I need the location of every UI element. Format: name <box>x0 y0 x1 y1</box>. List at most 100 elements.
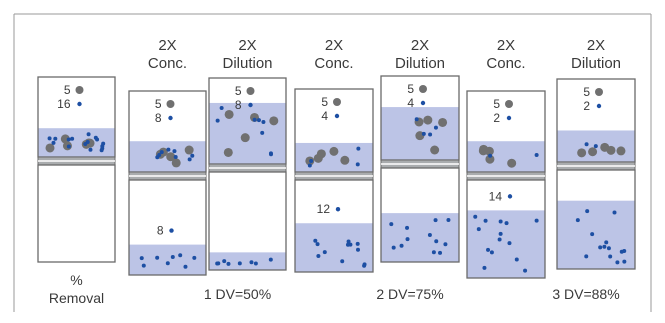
blue-particle <box>362 263 367 268</box>
blue-particle <box>433 125 438 130</box>
count-blue-marker <box>596 103 602 109</box>
top-liquid <box>467 141 545 172</box>
blue-particle <box>602 244 607 249</box>
blue-particle <box>405 237 410 242</box>
dv-label: 3 DV=88% <box>552 286 619 302</box>
blue-particle <box>256 118 261 123</box>
blue-particle <box>476 227 481 232</box>
blue-particle <box>187 157 192 162</box>
blue-particle <box>141 263 146 268</box>
blue-particle <box>66 144 71 149</box>
count-blue-marker <box>334 113 340 119</box>
count-gray-marker <box>595 88 603 96</box>
top-blue-count: 8 <box>155 111 162 125</box>
blue-particle <box>313 238 318 243</box>
bottom-count-marker <box>169 228 174 233</box>
blue-particle <box>405 225 410 230</box>
bottom-chamber <box>37 164 116 263</box>
blue-particle <box>421 131 426 136</box>
blue-particle <box>612 210 617 215</box>
blue-particle <box>585 209 590 214</box>
blue-particle <box>95 137 100 142</box>
count-blue-marker <box>168 115 173 121</box>
blue-particle <box>498 231 503 236</box>
blue-particle <box>86 132 91 137</box>
bottom-chamber <box>208 171 287 271</box>
blue-particle <box>534 153 539 158</box>
blue-particle <box>345 242 350 247</box>
count-blue-marker <box>248 102 253 108</box>
gray-particle <box>45 143 55 153</box>
bottom-blue-count: 12 <box>317 202 331 216</box>
top-gray-count: 5 <box>235 84 242 98</box>
blue-particle <box>155 155 160 160</box>
blue-particle <box>507 241 512 246</box>
column-header-line2: Dilution <box>222 55 272 72</box>
blue-particle <box>482 265 487 270</box>
count-gray-marker <box>333 98 341 106</box>
gray-particle <box>329 146 339 156</box>
column-header-line1: 2X <box>158 37 176 54</box>
top-blue-count: 2 <box>583 99 590 113</box>
blue-particle <box>356 146 361 151</box>
blue-particle <box>51 140 56 145</box>
removal-label: Removal <box>49 290 104 306</box>
top-blue-count: 16 <box>57 97 71 111</box>
gray-particle <box>588 147 598 157</box>
blue-particle <box>606 246 611 251</box>
blue-particle <box>268 257 273 262</box>
blue-particle <box>307 163 312 168</box>
bottom-blue-count: 14 <box>489 189 503 203</box>
gray-particle <box>269 116 279 126</box>
blue-particle <box>315 242 320 247</box>
blue-particle <box>414 117 419 122</box>
blue-particle <box>590 232 595 237</box>
blue-particle <box>427 232 432 237</box>
blue-particle <box>253 261 258 266</box>
blue-particle <box>433 218 438 223</box>
column-1: 516% Removal <box>37 76 116 306</box>
bottom-count-marker <box>335 207 341 212</box>
blue-particle <box>88 147 93 152</box>
gray-particle <box>223 147 233 157</box>
blue-particle <box>497 237 502 242</box>
blue-particle <box>173 154 178 159</box>
blue-particle <box>190 153 195 158</box>
percent-label: % <box>70 272 82 288</box>
blue-particle <box>593 144 598 149</box>
column-header-line1: 2X <box>238 37 256 54</box>
blue-particle <box>165 261 170 266</box>
gray-particle <box>340 155 350 165</box>
dv-label: 1 DV=50% <box>204 286 271 302</box>
gray-particle <box>250 112 260 122</box>
bottom-liquid <box>295 223 373 272</box>
blue-particle <box>237 261 242 266</box>
blue-particle <box>399 243 404 248</box>
blue-particle <box>155 255 160 260</box>
count-blue-marker <box>506 115 512 121</box>
bottom-chamber <box>466 179 546 279</box>
blue-particle <box>523 268 528 273</box>
column-header-line1: 2X <box>411 37 429 54</box>
blue-particle <box>355 247 360 252</box>
gray-particle <box>224 109 234 119</box>
count-gray-marker <box>505 100 513 108</box>
blue-particle <box>615 260 620 265</box>
gray-particle <box>430 145 440 155</box>
gray-particle <box>507 158 517 168</box>
gray-particle <box>438 117 448 127</box>
bottom-liquid <box>557 200 635 269</box>
top-blue-count: 8 <box>235 98 242 112</box>
blue-particle <box>483 218 488 223</box>
blue-particle <box>473 214 478 219</box>
blue-particle <box>260 130 265 135</box>
blue-particle <box>486 247 491 252</box>
blue-particle <box>443 242 448 247</box>
blue-particle <box>584 142 589 147</box>
column-header-line2: Conc. <box>314 55 353 72</box>
blue-particle <box>216 261 221 266</box>
